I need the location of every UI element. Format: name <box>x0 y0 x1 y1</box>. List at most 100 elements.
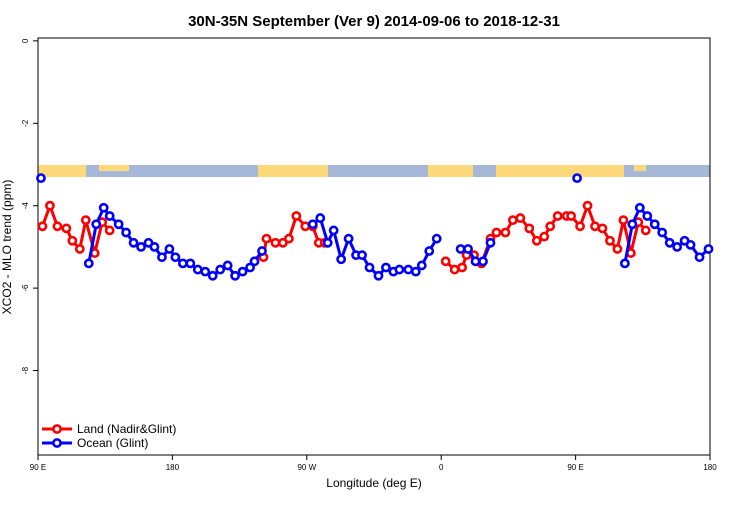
point <box>80 215 91 226</box>
point <box>343 233 354 244</box>
point <box>249 256 260 267</box>
point <box>524 223 535 234</box>
point <box>431 233 442 244</box>
land-strip <box>496 165 624 177</box>
point <box>449 264 460 275</box>
land-strip <box>634 165 646 171</box>
point <box>552 211 563 221</box>
point <box>170 252 181 263</box>
point <box>157 252 167 263</box>
point <box>52 221 63 232</box>
point <box>572 173 582 183</box>
point <box>657 227 668 238</box>
point <box>515 213 526 223</box>
y-tick-label: -6 <box>21 284 30 292</box>
point <box>322 237 333 248</box>
point <box>590 221 600 232</box>
point <box>545 221 556 232</box>
point <box>642 211 653 221</box>
point <box>440 256 451 267</box>
point <box>507 215 518 226</box>
land-strip <box>99 165 129 171</box>
point <box>634 202 645 213</box>
point <box>315 213 326 223</box>
y-tick-label: -4 <box>21 202 30 210</box>
point <box>67 235 78 246</box>
point <box>164 244 175 254</box>
point <box>403 264 414 275</box>
point <box>694 252 705 263</box>
point <box>364 262 375 273</box>
point <box>200 266 211 277</box>
x-tick-label: 0 <box>439 463 444 472</box>
point <box>83 258 94 269</box>
point <box>394 264 405 275</box>
point <box>566 211 577 221</box>
point <box>185 258 196 269</box>
point <box>463 244 473 254</box>
legend-marker <box>52 424 62 434</box>
point <box>261 233 272 244</box>
point <box>307 219 318 230</box>
point <box>98 202 109 213</box>
land-strip <box>38 165 86 177</box>
point <box>215 264 226 275</box>
point <box>612 244 623 254</box>
point <box>222 260 233 271</box>
point <box>45 200 55 211</box>
y-tick-label: -2 <box>21 119 30 127</box>
point <box>257 246 267 256</box>
point <box>61 223 72 234</box>
point <box>36 173 46 183</box>
point <box>416 260 427 271</box>
point <box>104 225 115 236</box>
point <box>245 262 255 273</box>
x-tick-label: 180 <box>166 463 180 472</box>
point <box>207 270 218 281</box>
point <box>424 246 435 256</box>
point <box>291 211 302 221</box>
y-tick-label: 0 <box>21 38 30 43</box>
point <box>192 264 203 275</box>
y-tick-label: -8 <box>21 366 30 374</box>
point <box>582 200 593 211</box>
chart-title: 30N-35N September (Ver 9) 2014-09-06 to … <box>188 13 560 30</box>
point <box>230 270 241 281</box>
point <box>685 239 696 250</box>
point <box>381 262 391 273</box>
point <box>640 225 651 236</box>
point <box>283 233 294 244</box>
point <box>597 223 608 234</box>
point <box>500 227 511 238</box>
point <box>605 235 615 246</box>
point <box>618 215 629 226</box>
point <box>664 237 675 248</box>
point <box>485 237 496 248</box>
point <box>270 237 281 248</box>
point <box>74 244 85 254</box>
point <box>328 225 339 236</box>
legend-label: Land (Nadir&Glint) <box>77 422 176 436</box>
x-axis-label: Longitude (deg E) <box>326 476 421 490</box>
point <box>149 242 160 252</box>
land-strip <box>428 165 473 177</box>
legend-label: Ocean (Glint) <box>77 436 148 450</box>
point <box>470 256 481 267</box>
x-tick-label: 90 W <box>297 463 316 472</box>
point <box>457 262 468 273</box>
point <box>619 258 630 269</box>
point <box>373 270 384 281</box>
point <box>455 244 466 254</box>
point <box>177 258 188 269</box>
point <box>703 244 714 254</box>
x-tick-label: 90 E <box>567 463 583 472</box>
point <box>410 266 421 277</box>
point <box>37 221 48 232</box>
point <box>491 227 502 238</box>
point <box>128 237 139 248</box>
point <box>121 227 132 238</box>
point <box>478 256 488 267</box>
